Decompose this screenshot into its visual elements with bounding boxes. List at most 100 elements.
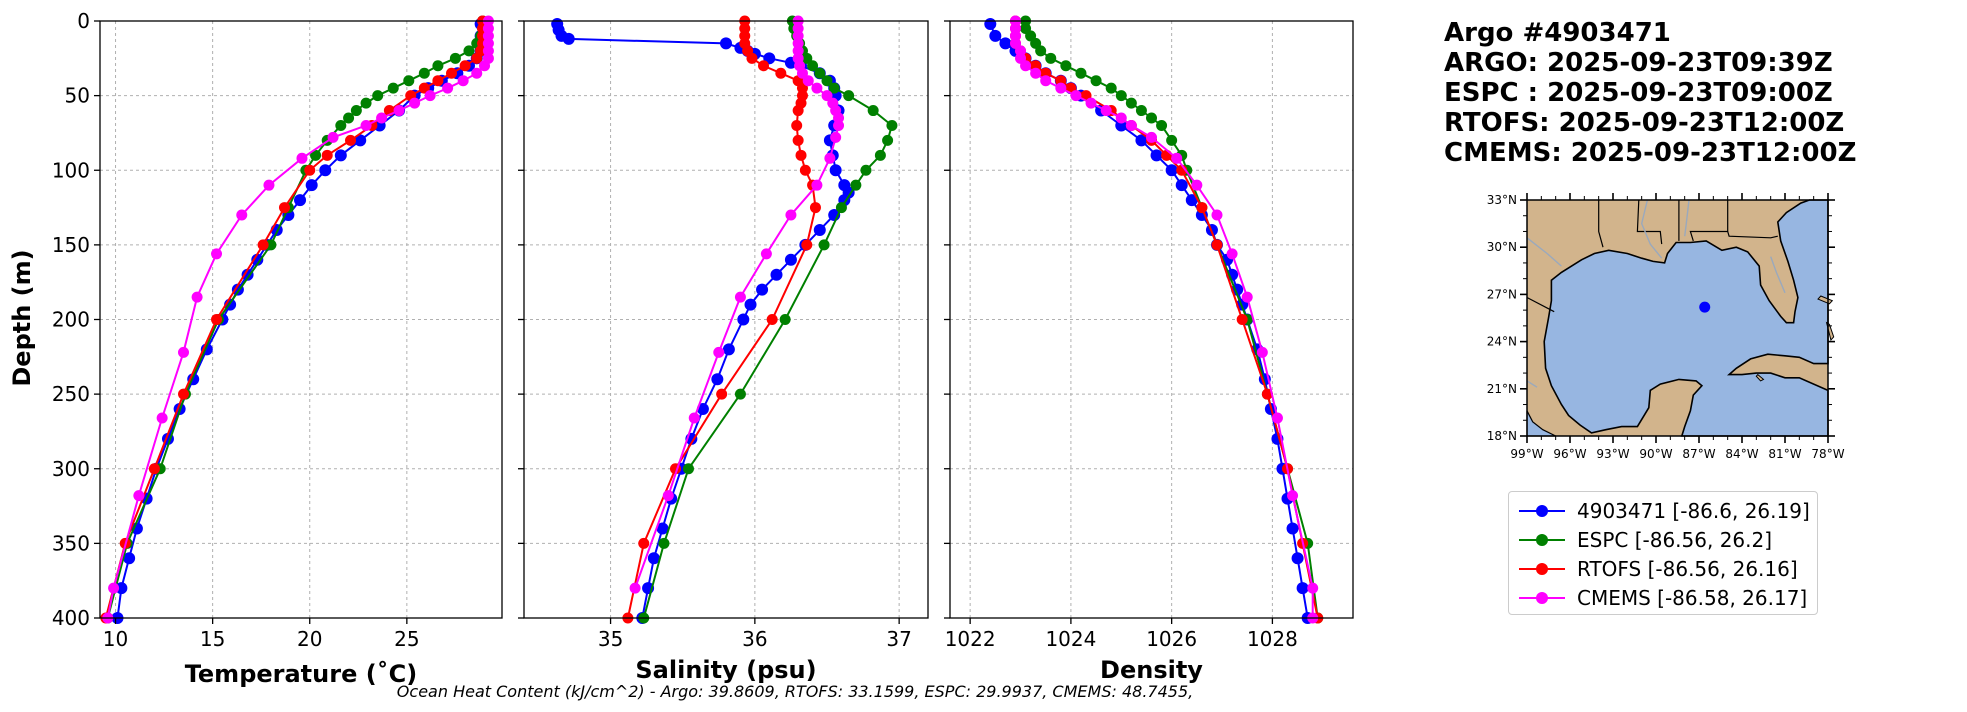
data-point bbox=[647, 552, 660, 565]
data-point bbox=[335, 119, 347, 131]
data-point bbox=[1135, 134, 1148, 147]
data-point bbox=[1020, 60, 1032, 72]
data-point bbox=[734, 388, 746, 400]
data-point bbox=[471, 52, 483, 64]
data-point bbox=[758, 60, 770, 72]
data-point bbox=[1256, 346, 1268, 358]
data-point bbox=[418, 82, 430, 94]
data-point bbox=[1307, 582, 1319, 594]
state-border bbox=[1689, 200, 1729, 242]
data-point bbox=[1226, 248, 1238, 260]
data-point bbox=[795, 149, 807, 161]
x-tick-label: 25 bbox=[394, 627, 419, 651]
series-cmems bbox=[1009, 15, 1319, 624]
river bbox=[1770, 256, 1786, 294]
data-point bbox=[796, 67, 808, 79]
series-line bbox=[116, 24, 482, 619]
x-tick-label: 1024 bbox=[1045, 627, 1096, 651]
data-point bbox=[756, 283, 769, 296]
data-point bbox=[1070, 90, 1082, 102]
data-point bbox=[1040, 75, 1052, 87]
legend-marker bbox=[1519, 501, 1565, 521]
data-point bbox=[828, 82, 840, 94]
data-point bbox=[191, 291, 203, 303]
data-point bbox=[824, 152, 836, 164]
legend-label: CMEMS [-86.58, 26.17] bbox=[1577, 585, 1808, 610]
data-point bbox=[457, 75, 469, 87]
data-point bbox=[211, 314, 223, 325]
rtofs-time-title: RTOFS: 2025-09-23T12:00Z bbox=[1444, 108, 1845, 138]
location-map: 99°W 96°W 93°W 90°W 87°W 84°W 81°W 78°W 33°N 30°N… bbox=[1487, 193, 1845, 461]
data-point bbox=[802, 75, 814, 87]
data-point bbox=[449, 52, 461, 64]
data-point bbox=[1045, 52, 1057, 64]
data-point bbox=[409, 97, 421, 109]
y-tick-label: 400 bbox=[52, 606, 90, 630]
data-point bbox=[562, 32, 575, 45]
data-point bbox=[1146, 112, 1157, 124]
data-point bbox=[305, 179, 318, 192]
data-point bbox=[1030, 67, 1042, 79]
data-point bbox=[133, 490, 145, 502]
data-point bbox=[304, 164, 316, 176]
y-tick-label: 200 bbox=[52, 308, 90, 332]
data-point bbox=[799, 164, 811, 176]
data-point bbox=[830, 131, 842, 143]
data-point bbox=[989, 29, 1002, 42]
data-point bbox=[1271, 412, 1283, 424]
data-point bbox=[656, 522, 669, 535]
data-point bbox=[779, 314, 791, 325]
data-point bbox=[257, 239, 269, 251]
profile-panel-3: 1022 1024 1026 1028 Density bbox=[944, 15, 1354, 684]
data-point bbox=[811, 179, 823, 191]
data-point bbox=[387, 82, 399, 94]
series-4903471 bbox=[551, 17, 855, 624]
data-point bbox=[1161, 149, 1173, 161]
data-point bbox=[1090, 75, 1102, 87]
data-point bbox=[1146, 131, 1157, 143]
y-tick-label: 350 bbox=[52, 531, 90, 555]
y-tick-label: 250 bbox=[52, 382, 90, 406]
depth-axis-label: Depth (m) bbox=[8, 249, 36, 386]
data-point bbox=[1171, 152, 1183, 164]
data-point bbox=[1100, 105, 1112, 117]
float-location-marker bbox=[1699, 301, 1711, 313]
data-point bbox=[720, 37, 732, 50]
data-point bbox=[350, 105, 362, 117]
data-point bbox=[1035, 45, 1047, 57]
data-point bbox=[716, 388, 728, 400]
data-point bbox=[321, 149, 333, 161]
data-point bbox=[867, 105, 879, 117]
data-point bbox=[792, 105, 804, 117]
x-tick-label: 1022 bbox=[945, 627, 996, 651]
legend-item-espc: ESPC [-86.56, 26.2] bbox=[1509, 525, 1817, 554]
argo-time-title: ARGO: 2025-09-23T09:39Z bbox=[1444, 48, 1833, 78]
ocean-heat-content-footer: Ocean Heat Content (kJ/cm^2) - Argo: 39.… bbox=[396, 682, 1194, 701]
data-point bbox=[813, 223, 826, 236]
series-cmems bbox=[629, 15, 845, 594]
state-border bbox=[1598, 200, 1604, 248]
data-point bbox=[1196, 202, 1208, 214]
x-tick-label: 1026 bbox=[1146, 627, 1197, 651]
state-border bbox=[1526, 296, 1555, 313]
legend: 4903471 [-86.6, 26.19] ESPC [-86.56, 26.… bbox=[1508, 491, 1818, 615]
data-point bbox=[1211, 239, 1223, 251]
map-lon-label: 99°W bbox=[1510, 447, 1543, 461]
map-lon-label: 93°W bbox=[1596, 447, 1629, 461]
legend-marker bbox=[1519, 530, 1565, 550]
profile-panel-1: 10 15 20 25050100150200250300350400Temperat… bbox=[52, 9, 503, 688]
data-point bbox=[376, 112, 388, 124]
river bbox=[1526, 237, 1562, 267]
data-point bbox=[818, 239, 830, 251]
series-4903471 bbox=[984, 17, 1314, 624]
data-point bbox=[1055, 82, 1067, 94]
legend-item-cmems: CMEMS [-86.58, 26.17] bbox=[1509, 583, 1817, 612]
map-frame bbox=[1526, 199, 1829, 437]
legend-marker bbox=[1519, 559, 1565, 579]
data-point bbox=[442, 82, 454, 94]
data-point bbox=[403, 75, 415, 87]
map-lat-label: 30°N bbox=[1487, 240, 1517, 254]
data-point bbox=[1241, 291, 1253, 303]
data-point bbox=[801, 52, 813, 64]
data-point bbox=[432, 60, 444, 72]
